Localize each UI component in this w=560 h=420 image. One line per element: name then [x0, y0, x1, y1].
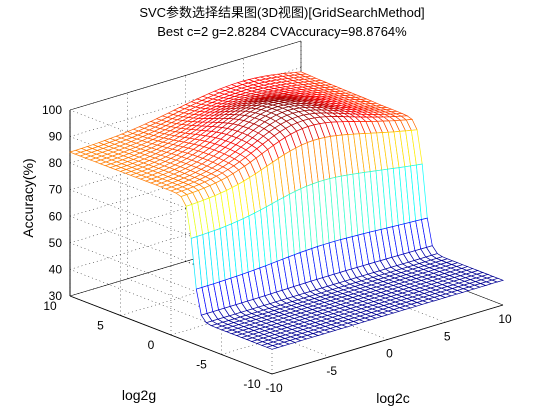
y-tick-label: 10 [43, 299, 57, 313]
z-tick-label: 100 [42, 103, 62, 117]
surface-cell [491, 277, 505, 283]
z-tick-label: 50 [49, 236, 63, 250]
z-tick-label: 70 [49, 183, 63, 197]
y-tick-label: 0 [148, 338, 155, 352]
x-tick-label: -10 [265, 381, 283, 395]
y-tick-label: -5 [196, 358, 207, 372]
z-tick-label: 90 [49, 130, 63, 144]
z-tick-label: 80 [49, 156, 63, 170]
x-tick-label: 5 [444, 329, 451, 343]
z-tick-label: 60 [49, 209, 63, 223]
x-tick-label: -5 [326, 364, 337, 378]
z-axis-label: Accuracy(%) [20, 158, 36, 237]
chart-subtitle: Best c=2 g=2.8284 CVAccuracy=98.8764% [157, 24, 407, 39]
axis-line [271, 304, 504, 375]
z-tick-label: 40 [49, 262, 63, 276]
z-tick-label: 30 [49, 289, 63, 303]
surface-mesh [68, 71, 505, 350]
x-tick-label: 0 [386, 347, 393, 361]
tick-labels: 30 40 50 60 70 80 90 100 -10 -5 0 5 10 -10 -5 0 5 10 [42, 103, 512, 395]
chart-title: SVC参数选择结果图(3D视图)[GridSearchMethod] [139, 5, 424, 20]
axis-line [69, 295, 273, 375]
x-tick-label: 10 [498, 312, 512, 326]
x-axis-label: log2c [376, 390, 409, 406]
z-gridline [69, 40, 302, 111]
y-tick-label: 5 [97, 319, 104, 333]
y-tick-label: -10 [243, 377, 261, 391]
y-axis-label: log2g [122, 387, 156, 403]
